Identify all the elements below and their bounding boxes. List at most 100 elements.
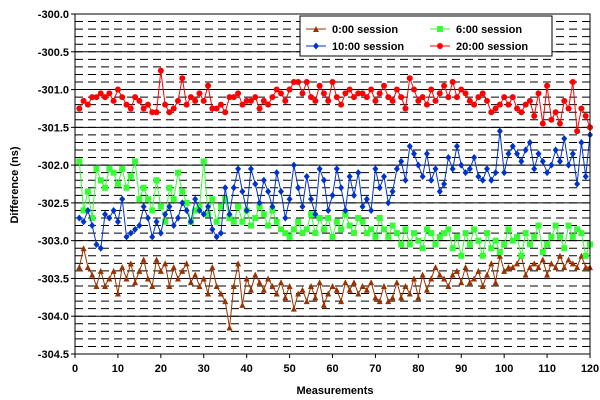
data-point xyxy=(260,286,267,293)
data-point xyxy=(355,215,362,221)
data-point xyxy=(475,237,482,244)
data-point xyxy=(239,101,246,108)
y-tick-label: -304.0 xyxy=(38,311,69,323)
data-point xyxy=(346,222,353,229)
series-layer xyxy=(76,67,593,331)
gridlines xyxy=(75,13,590,355)
data-point xyxy=(466,97,473,104)
data-point xyxy=(97,177,104,184)
data-point xyxy=(252,215,259,221)
data-point xyxy=(569,233,576,240)
data-point xyxy=(423,286,430,293)
data-point xyxy=(110,169,117,176)
data-point xyxy=(89,94,96,101)
data-point xyxy=(561,245,568,252)
data-point xyxy=(363,195,370,203)
y-axis-title: Difference (ns) xyxy=(9,146,21,223)
data-point xyxy=(282,97,289,104)
data-point xyxy=(419,271,426,278)
x-tick-label: 30 xyxy=(198,363,210,375)
data-point xyxy=(265,222,272,229)
data-point xyxy=(102,94,109,101)
series-line xyxy=(78,131,591,250)
data-point xyxy=(539,120,546,127)
data-point xyxy=(290,226,297,233)
data-point xyxy=(342,279,349,286)
data-point xyxy=(342,211,349,218)
data-point xyxy=(561,135,568,143)
data-point xyxy=(505,264,512,271)
data-point xyxy=(350,94,357,101)
data-point xyxy=(372,233,379,240)
data-point xyxy=(458,252,465,259)
data-point xyxy=(509,237,516,244)
data-point xyxy=(153,177,160,184)
data-point xyxy=(80,218,87,226)
data-point xyxy=(492,279,499,286)
data-point xyxy=(312,210,319,218)
data-point xyxy=(93,240,100,248)
data-point xyxy=(436,271,443,278)
data-point xyxy=(153,109,160,116)
data-point xyxy=(574,226,581,233)
legend: 0:00 session 6:00 session 10:00 session 20:… xyxy=(299,15,553,57)
data-point xyxy=(475,267,482,274)
data-point xyxy=(252,94,259,101)
data-point xyxy=(329,191,336,199)
data-point xyxy=(428,275,435,282)
data-point xyxy=(556,120,563,127)
data-point xyxy=(346,286,353,293)
data-point xyxy=(286,195,293,203)
data-point xyxy=(136,267,143,274)
data-point xyxy=(286,233,293,240)
data-point xyxy=(110,206,117,214)
data-point xyxy=(127,173,134,180)
x-tick-label: 10 xyxy=(112,363,124,375)
data-point xyxy=(548,260,555,267)
data-point xyxy=(80,207,87,214)
data-point xyxy=(325,97,332,104)
legend-item: 6:00 session xyxy=(430,24,522,36)
data-point xyxy=(110,267,117,274)
data-point xyxy=(385,298,392,305)
data-point xyxy=(312,97,319,104)
data-point xyxy=(299,90,306,97)
data-point xyxy=(217,229,224,237)
data-point xyxy=(316,165,323,173)
data-point xyxy=(80,97,87,104)
data-point xyxy=(338,101,345,108)
data-point xyxy=(166,203,173,211)
data-point xyxy=(183,260,190,267)
data-point xyxy=(278,90,284,97)
data-point xyxy=(333,218,340,225)
x-tick-label: 90 xyxy=(455,363,467,375)
data-point xyxy=(419,172,426,180)
data-point xyxy=(368,86,375,93)
data-point xyxy=(359,218,366,225)
data-point xyxy=(574,128,581,135)
data-point xyxy=(295,184,302,192)
data-point xyxy=(574,264,581,271)
data-point xyxy=(183,199,190,206)
data-point xyxy=(183,206,190,214)
data-point xyxy=(355,169,362,177)
data-point xyxy=(355,290,362,297)
data-point xyxy=(569,150,576,158)
data-point xyxy=(393,279,400,286)
data-point xyxy=(230,218,237,225)
data-point xyxy=(475,172,482,180)
data-point xyxy=(106,90,113,97)
data-point xyxy=(385,94,392,101)
data-point xyxy=(350,230,357,237)
data-point xyxy=(368,206,375,214)
data-point xyxy=(411,275,418,282)
data-point xyxy=(406,75,413,82)
data-point xyxy=(114,218,121,226)
data-point xyxy=(278,188,284,196)
data-point xyxy=(368,279,375,286)
data-point xyxy=(479,283,486,289)
data-point xyxy=(445,283,452,289)
data-point xyxy=(458,161,465,169)
data-point xyxy=(179,75,186,82)
